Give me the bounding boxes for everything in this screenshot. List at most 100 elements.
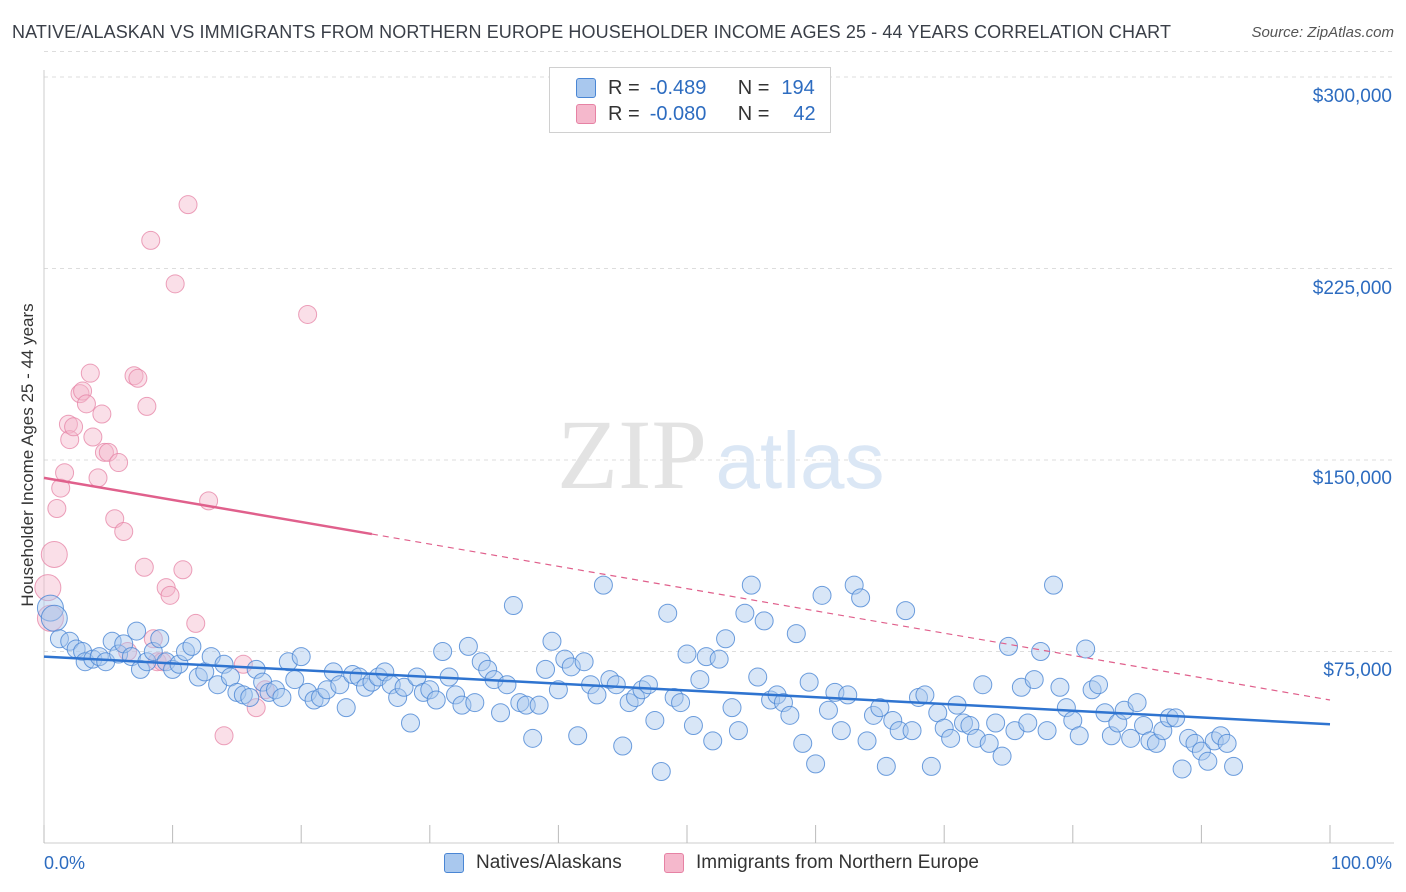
series-legend-immigrants: Immigrants from Northern Europe: [664, 852, 979, 874]
immigrants-point: [141, 230, 161, 250]
natives-point: [1050, 677, 1070, 697]
immigrants-point: [134, 557, 154, 577]
immigrants-point: [73, 381, 93, 401]
natives-point: [1024, 670, 1044, 690]
natives-point: [491, 703, 511, 723]
natives-trend-line: [43, 655, 1331, 726]
immigrants-point: [88, 468, 108, 488]
natives-point: [548, 680, 568, 700]
chart-title: NATIVE/ALASKAN VS IMMIGRANTS FROM NORTHE…: [12, 22, 1172, 42]
y-tick-label-300000: $300,000: [1312, 86, 1392, 107]
natives-point: [818, 700, 838, 720]
grid-lines: [44, 50, 1394, 652]
natives-point: [793, 733, 813, 753]
natives-point: [1159, 708, 1179, 728]
natives-point: [973, 675, 993, 695]
immigrants-point: [128, 368, 148, 388]
natives-point: [40, 604, 68, 632]
x-tick-label-min: 0.0%: [44, 853, 86, 873]
watermark-atlas: atlas: [716, 416, 885, 505]
natives-point: [536, 659, 556, 679]
y-tick-label-225000: $225,000: [1312, 278, 1392, 299]
natives-point: [127, 621, 147, 641]
series-legend-natives: Natives/Alaskans: [444, 852, 622, 874]
natives-point: [446, 685, 466, 705]
series-label-immigrants: Immigrants from Northern Europe: [696, 852, 979, 873]
natives-point: [645, 710, 665, 730]
correlation-legend: R = -0.489 N = 194 R = -0.080 N = 42: [549, 67, 831, 133]
immigrants-point: [92, 404, 112, 424]
natives-point: [709, 649, 729, 669]
natives-point: [902, 721, 922, 741]
series-label-natives: Natives/Alaskans: [476, 852, 622, 873]
natives-point: [1089, 675, 1109, 695]
natives-point: [934, 718, 954, 738]
immigrants-point: [98, 442, 118, 462]
natives-point: [979, 733, 999, 753]
immigrants-point: [165, 274, 185, 294]
natives-point: [915, 685, 935, 705]
legend-r-value: -0.489: [649, 76, 707, 99]
natives-point: [394, 677, 414, 697]
natives-points: [36, 575, 1244, 782]
natives-point: [568, 726, 588, 746]
natives-point: [265, 680, 285, 700]
natives-point: [465, 693, 485, 713]
legend-n-label: N =: [737, 102, 770, 125]
legend-n-value: 194: [781, 76, 815, 99]
natives-point: [632, 680, 652, 700]
natives-point: [806, 754, 826, 774]
natives-point: [1172, 759, 1192, 779]
natives-point: [896, 601, 916, 621]
natives-point: [748, 667, 768, 687]
natives-point: [1191, 741, 1211, 761]
natives-point: [272, 687, 292, 707]
y-tick-label-75000: $75,000: [1323, 660, 1392, 681]
natives-point: [336, 698, 356, 718]
natives-point: [497, 675, 517, 695]
natives-point: [838, 685, 858, 705]
immigrants-point: [214, 726, 234, 746]
natives-point: [523, 728, 543, 748]
immigrants-point: [160, 585, 180, 605]
natives-point: [420, 680, 440, 700]
natives-point: [1179, 728, 1199, 748]
legend-r-label: R =: [608, 102, 640, 125]
natives-point: [671, 693, 691, 713]
immigrants-point: [58, 414, 78, 434]
natives-point: [780, 705, 800, 725]
immigrants-point: [40, 540, 68, 568]
natives-point: [844, 575, 864, 595]
natives-point: [716, 629, 736, 649]
natives-point: [851, 588, 871, 608]
natives-point: [786, 624, 806, 644]
natives-point: [143, 642, 163, 661]
natives-point: [1198, 751, 1218, 771]
natives-point: [214, 654, 234, 674]
natives-point: [883, 710, 903, 730]
natives-point: [799, 672, 819, 692]
natives-point: [831, 721, 851, 741]
natives-point: [1076, 639, 1096, 659]
immigrants-point: [36, 604, 64, 632]
immigrants-trend-line: [43, 476, 373, 536]
immigrants-point: [34, 574, 62, 602]
natives-point: [593, 575, 613, 595]
legend-n-label: N =: [737, 76, 770, 99]
immigrants-point: [109, 453, 129, 473]
natives-point: [619, 693, 639, 713]
legend-row-natives: R = -0.489 N = 194: [550, 74, 815, 102]
natives-point: [587, 685, 607, 705]
natives-point: [722, 698, 742, 718]
natives-point: [240, 687, 260, 707]
immigrants-point: [173, 560, 193, 580]
natives-point: [163, 659, 183, 679]
legend-row-immigrants: R = -0.080 N = 42: [550, 100, 816, 128]
natives-point: [812, 585, 832, 605]
natives-point: [876, 756, 896, 776]
natives-point: [1082, 680, 1102, 700]
natives-point: [102, 631, 122, 651]
natives-point: [941, 728, 961, 748]
natives-point: [503, 596, 523, 616]
